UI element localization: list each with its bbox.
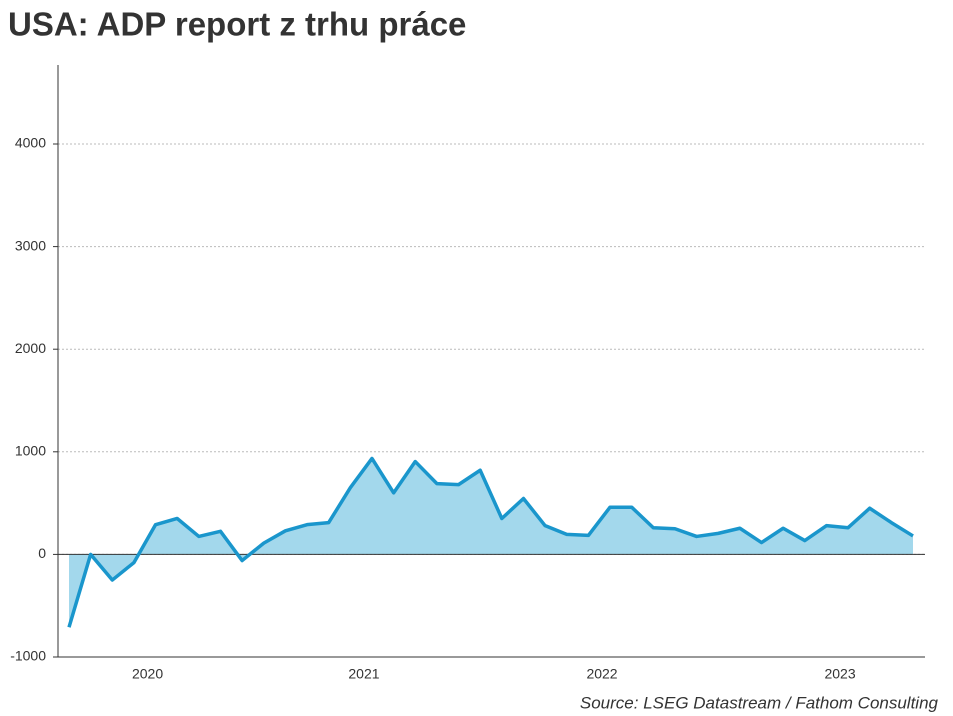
x-tick-label: 2020: [132, 666, 163, 682]
x-tick-label: 2023: [824, 666, 855, 682]
y-tick-label: 2000: [15, 340, 46, 356]
y-tick-label: 4000: [15, 135, 46, 151]
y-tick-label: 3000: [15, 237, 46, 253]
x-tick-label: 2021: [348, 666, 379, 682]
y-tick-label: 1000: [15, 443, 46, 459]
y-tick-label: -1000: [10, 648, 46, 664]
chart-title: USA: ADP report z trhu práce: [8, 6, 466, 43]
source-note: Source: LSEG Datastream / Fathom Consult…: [580, 693, 939, 712]
data-line: [67, 456, 914, 628]
y-tick-label: 0: [38, 545, 46, 561]
x-tick-label: 2022: [586, 666, 617, 682]
area-fill: [69, 458, 913, 628]
